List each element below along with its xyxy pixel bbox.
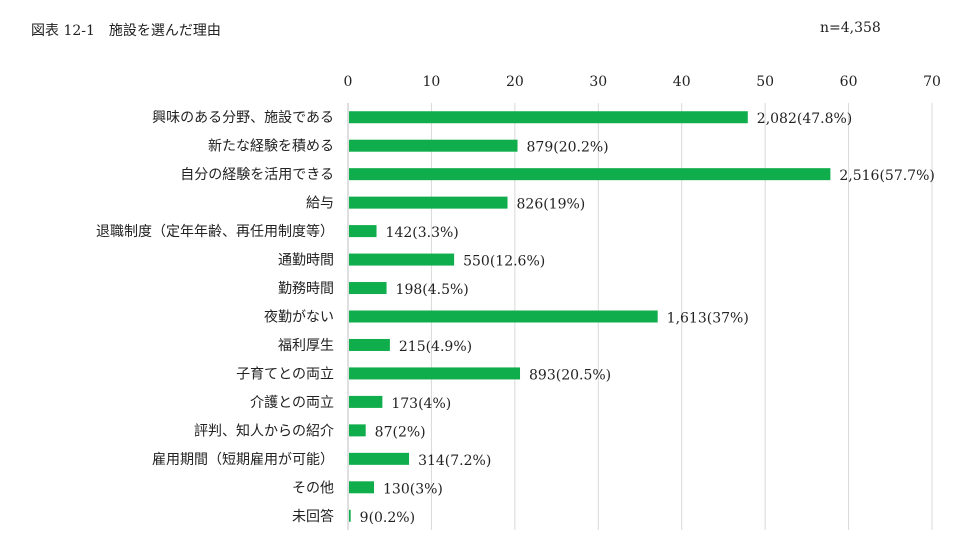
x-tick-label: 50: [756, 74, 774, 90]
bar: [349, 338, 390, 351]
data-label: 550(12.6%): [463, 254, 545, 270]
category-label: 雇用期間（短期雇用が可能）: [152, 451, 334, 468]
bar: [349, 509, 351, 522]
category-label: 子育てとの両立: [236, 366, 334, 382]
x-tick-label: 40: [673, 74, 691, 90]
bar: [349, 481, 375, 494]
data-label: 2,516(57.7%): [839, 168, 934, 184]
bar: [349, 225, 377, 238]
category-label: 夜勤がない: [264, 310, 334, 326]
category-label: その他: [292, 480, 334, 496]
bar: [349, 424, 366, 437]
category-label: 通勤時間: [278, 253, 334, 269]
bar: [349, 253, 455, 266]
bar: [349, 282, 387, 295]
bar: [349, 452, 410, 465]
data-label: 314(7.2%): [418, 453, 491, 469]
data-label: 215(4.9%): [399, 339, 472, 355]
sample-size-label: n=4,358: [820, 20, 881, 36]
bar: [349, 111, 748, 124]
data-label: 9(0.2%): [360, 510, 415, 526]
x-tick-label: 60: [840, 74, 858, 90]
category-label: 興味のある分野、施設である: [152, 110, 334, 126]
data-label: 826(19%): [517, 197, 586, 213]
category-label: 福利厚生: [278, 338, 334, 354]
category-label: 勤務時間: [278, 281, 334, 297]
x-tick-label: 30: [589, 74, 607, 90]
category-label: 給与: [306, 196, 334, 212]
bar: [349, 139, 518, 152]
category-label: 新たな経験を積める: [208, 139, 334, 155]
bar: [349, 196, 508, 209]
category-label: 評判、知人からの紹介: [194, 422, 334, 439]
data-label: 87(2%): [375, 424, 426, 440]
data-label: 173(4%): [391, 396, 451, 412]
data-label: 142(3.3%): [386, 225, 459, 241]
bar: [349, 168, 831, 181]
x-tick-label: 70: [923, 74, 941, 90]
bar: [349, 310, 658, 323]
bar: [349, 395, 383, 408]
data-label: 198(4.5%): [396, 282, 469, 298]
figure-title: 図表 12-1 施設を選んだ理由: [31, 23, 221, 39]
data-label: 130(3%): [383, 481, 443, 497]
x-tick-label: 20: [506, 74, 524, 90]
data-label: 2,082(47.8%): [757, 111, 852, 127]
data-label: 893(20.5%): [529, 367, 611, 383]
category-label: 退職制度（定年年齢、再任用制度等）: [96, 223, 334, 240]
x-tick-label: 0: [344, 74, 353, 90]
data-label: 1,613(37%): [667, 311, 749, 327]
category-label: 介護との両立: [250, 395, 334, 411]
bar: [349, 367, 521, 380]
x-tick-label: 10: [423, 74, 441, 90]
category-label: 未回答: [292, 508, 334, 525]
data-label: 879(20.2%): [527, 140, 609, 156]
category-label: 自分の経験を活用できる: [180, 167, 334, 183]
